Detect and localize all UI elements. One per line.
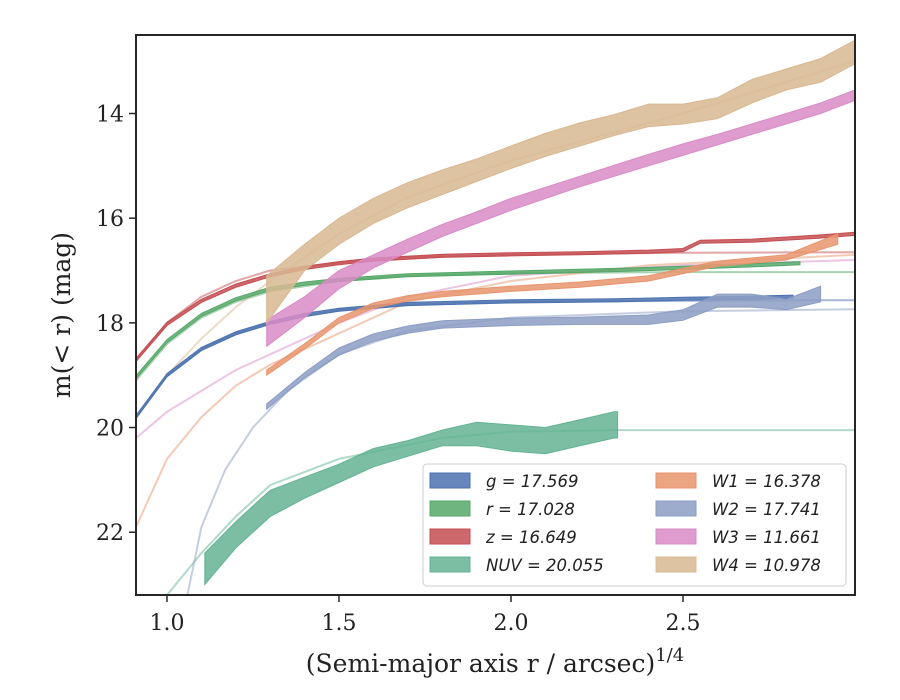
legend-swatch-w4 [655, 556, 697, 573]
legend-label-w4: W4 = 10.978 [712, 556, 821, 575]
x-axis-title-text: (Semi-major axis r / arcsec) [306, 649, 655, 678]
legend-box [422, 463, 847, 587]
legend-label-z: z = 16.649 [485, 528, 577, 547]
legend-swatch-nuv [429, 556, 471, 573]
plot-frame [135, 34, 856, 596]
y-tick-label: 18 [96, 312, 124, 337]
x-axis-title: (Semi-major axis r / arcsec)1/4 [306, 645, 684, 678]
profile-bands [136, 39, 855, 586]
legend-swatch-w3 [655, 528, 697, 545]
x-tick-label: 2.0 [493, 611, 528, 636]
legend-label-w2: W2 = 17.741 [712, 500, 821, 519]
legend: g = 17.569 r = 17.028 z = 16.649 NUV = 20.0… [422, 463, 847, 587]
legend-label-nuv: NUV = 20.055 [486, 556, 604, 575]
y-tick-label: 20 [96, 417, 124, 442]
legend-swatch-r [429, 500, 471, 517]
y-axis-title: m(< r) (mag) [47, 232, 76, 398]
x-tick-label: 1.0 [149, 611, 184, 636]
y-axis-ticks: 14 16 18 20 22 [96, 103, 136, 546]
x-tick-label: 1.5 [321, 611, 356, 636]
series-w3-model-line [136, 259, 855, 439]
x-axis-title-exponent: 1/4 [655, 645, 684, 666]
x-axis-ticks: 1.0 1.5 2.0 2.5 [149, 595, 700, 636]
y-tick-label: 16 [96, 207, 124, 232]
series-w3-band [266, 89, 855, 348]
series-r-model-line [136, 271, 855, 382]
legend-label-w3: W3 = 11.661 [712, 528, 821, 547]
x-tick-label: 2.5 [665, 611, 700, 636]
legend-swatch-z [429, 528, 471, 545]
y-tick-label: 22 [96, 521, 124, 546]
series-nuv-band [204, 411, 619, 586]
legend-label-r: r = 17.028 [486, 500, 575, 519]
legend-label-w1: W1 = 16.378 [712, 472, 821, 491]
series-w2-band [266, 285, 822, 411]
y-tick-label: 14 [96, 103, 124, 128]
legend-swatch-w2 [655, 500, 697, 517]
series-g-model-line [136, 299, 855, 418]
legend-label-g: g = 17.569 [486, 472, 579, 491]
series-w1-band [266, 233, 839, 377]
legend-swatch-w1 [655, 472, 697, 489]
series-w4-band [266, 39, 855, 325]
legend-swatch-g [429, 472, 471, 489]
